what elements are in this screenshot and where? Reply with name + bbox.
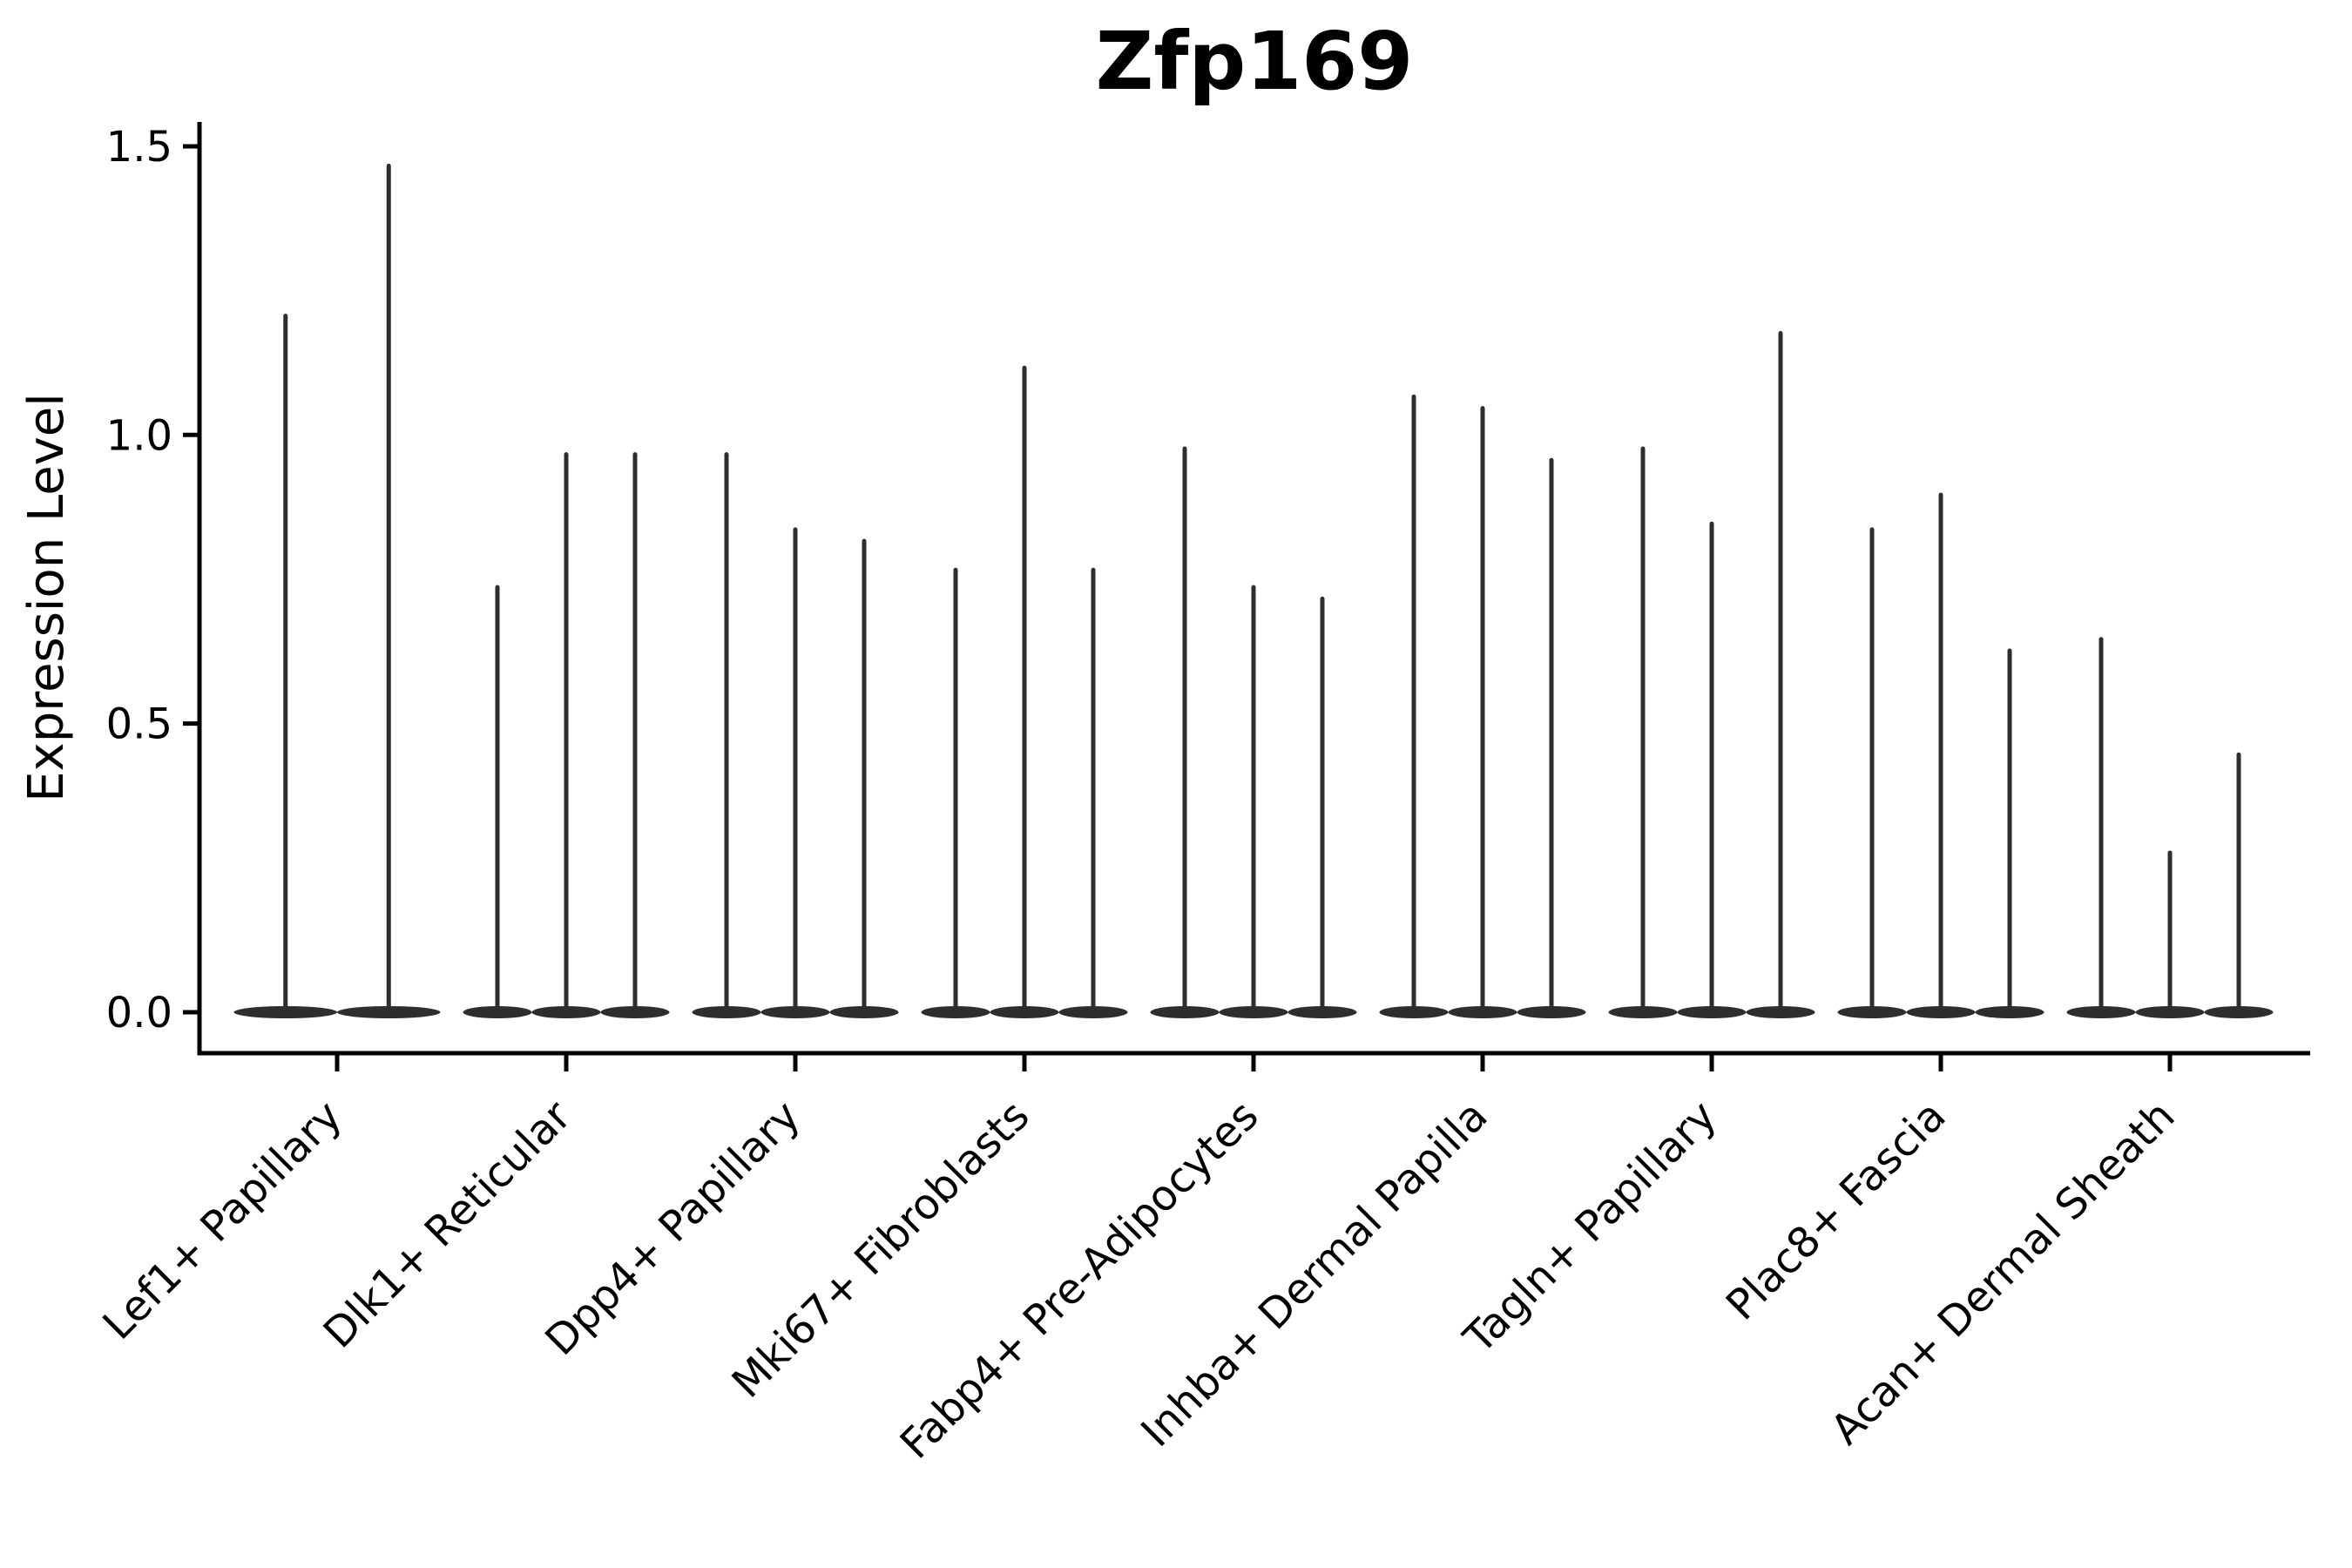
- violin-spike: [1411, 394, 1416, 1012]
- violin-spike: [1778, 331, 1783, 1012]
- x-tick-label: Plac8+ Fascia: [1717, 1092, 1956, 1330]
- violin-spike: [862, 538, 867, 1012]
- y-axis-label: Expression Level: [18, 393, 75, 802]
- y-tick-label: 0.0: [106, 989, 172, 1037]
- violin-spike: [1549, 457, 1554, 1012]
- y-tick-label: 0.5: [106, 700, 172, 749]
- x-tick-label: Tagln+ Papillary: [1454, 1092, 1726, 1363]
- violin-spike: [793, 527, 798, 1012]
- violin-spike: [2236, 752, 2241, 1012]
- violin-spike: [1938, 492, 1943, 1012]
- violin-spike: [564, 452, 569, 1012]
- violin-spike: [1320, 596, 1325, 1012]
- violin-spike: [1480, 406, 1485, 1012]
- violin-spike: [1709, 521, 1714, 1012]
- chart-title: Zfp169: [1096, 15, 1414, 108]
- x-tick-label: Dpp4+ Papillary: [536, 1092, 809, 1365]
- violin-spike: [1022, 365, 1027, 1012]
- violin-spike: [1869, 527, 1875, 1012]
- y-tick-label: 1.5: [106, 123, 172, 172]
- x-tick-label: Lef1+ Papillary: [94, 1092, 352, 1349]
- violin-spike: [495, 585, 500, 1012]
- violin-spike: [2099, 637, 2104, 1012]
- violin-spike: [1640, 446, 1646, 1012]
- violin-spike: [283, 314, 288, 1012]
- y-tick-label: 1.0: [106, 411, 172, 460]
- violin-spike: [2007, 648, 2012, 1012]
- violin-spike: [724, 452, 729, 1012]
- violin-spike: [1091, 567, 1096, 1012]
- violin-spike: [1251, 585, 1256, 1012]
- violin-spike: [386, 163, 391, 1012]
- violin-spike: [2167, 850, 2173, 1012]
- violin-spike: [953, 567, 958, 1012]
- violin-spike: [632, 452, 638, 1012]
- x-tick-label: Dlk1+ Reticular: [314, 1092, 581, 1358]
- violin-spike: [1182, 446, 1187, 1012]
